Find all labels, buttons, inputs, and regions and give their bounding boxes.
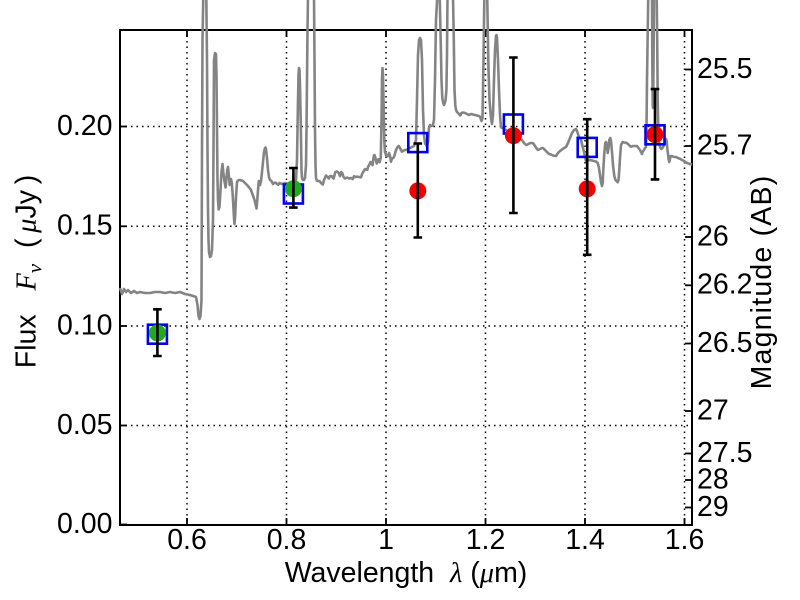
- svg-text:26.5: 26.5: [697, 327, 752, 359]
- svg-text:26: 26: [697, 220, 729, 252]
- svg-text:Flux Fν ( μJy ): Flux Fν ( μJy ): [11, 175, 47, 368]
- svg-text:1.6: 1.6: [665, 524, 705, 556]
- svg-text:1.4: 1.4: [565, 524, 605, 556]
- svg-text:Magnitude (AB): Magnitude (AB): [746, 175, 778, 390]
- svg-text:27: 27: [697, 394, 729, 426]
- svg-text:0.6: 0.6: [167, 524, 207, 556]
- svg-text:0.05: 0.05: [57, 409, 112, 441]
- svg-text:27.5: 27.5: [697, 437, 752, 469]
- svg-text:0.8: 0.8: [267, 524, 307, 556]
- svg-text:0.20: 0.20: [57, 110, 112, 142]
- svg-text:25.5: 25.5: [697, 53, 752, 85]
- svg-text:26.2: 26.2: [697, 269, 752, 301]
- svg-text:0.00: 0.00: [57, 508, 112, 540]
- svg-text:0.10: 0.10: [57, 309, 112, 341]
- svg-text:29: 29: [697, 491, 729, 523]
- svg-text:0.15: 0.15: [57, 210, 112, 242]
- svg-text:Wavelength λ (μm): Wavelength λ (μm): [285, 557, 528, 589]
- svg-text:1.2: 1.2: [466, 524, 506, 556]
- svg-text:28: 28: [697, 463, 729, 495]
- svg-text:1: 1: [378, 524, 394, 556]
- svg-text:25.7: 25.7: [697, 129, 752, 161]
